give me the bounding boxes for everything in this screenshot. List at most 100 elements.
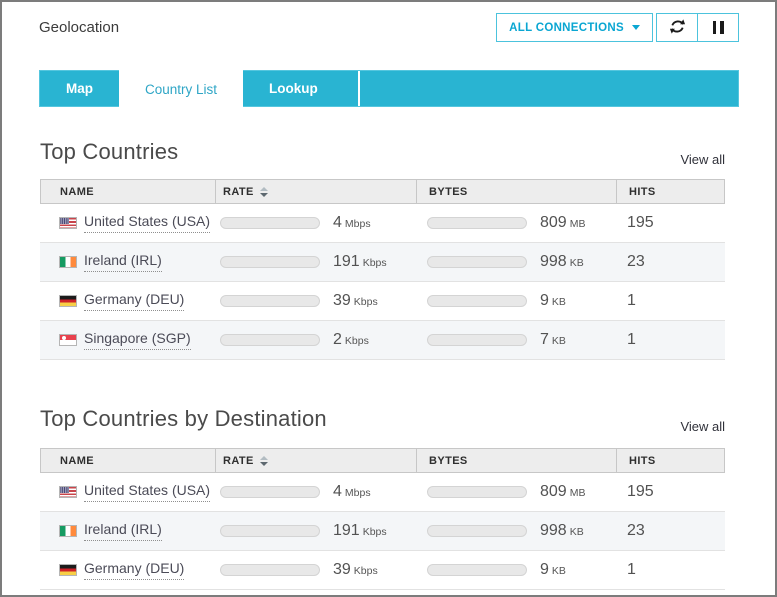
bytes-cell: 809 MB xyxy=(415,214,615,232)
country-link[interactable]: Germany (DEU) xyxy=(84,560,185,580)
hits-cell: 1 xyxy=(627,292,636,309)
rate-cell: 191 Kbps xyxy=(214,522,415,540)
bytes-value: 9 KB xyxy=(540,292,566,309)
table-header-row: NAME RATE BYTES HITS xyxy=(40,448,725,473)
table-row: United States (USA) 4 Mbps 809 MB 195 xyxy=(40,204,725,243)
rate-bar-track xyxy=(220,295,320,307)
all-connections-label: ALL CONNECTIONS xyxy=(509,21,624,34)
rate-bar-track xyxy=(220,334,320,346)
countries-table: NAME RATE BYTES HITS United States (USA)… xyxy=(40,179,725,360)
all-connections-dropdown[interactable]: ALL CONNECTIONS xyxy=(496,13,653,42)
rate-cell: 39 Kbps xyxy=(214,561,415,579)
column-header-rate[interactable]: RATE xyxy=(215,180,416,203)
rate-bar-track xyxy=(220,217,320,229)
table-row: Germany (DEU) 39 Kbps 9 KB 1 xyxy=(40,282,725,321)
tab-lookup[interactable]: Lookup xyxy=(269,81,318,96)
tab-spacer xyxy=(344,71,358,106)
top-bar: Geolocation xyxy=(2,2,775,36)
toolbar-button-group xyxy=(656,13,739,42)
hits-cell: 195 xyxy=(627,214,654,231)
table-row: United States (USA) 4 Mbps 809 MB 195 xyxy=(40,473,725,512)
country-flag-icon xyxy=(59,486,77,498)
bytes-cell: 9 KB xyxy=(415,292,615,310)
country-flag-icon xyxy=(59,564,77,576)
bytes-bar-track xyxy=(427,217,527,229)
country-link[interactable]: United States (USA) xyxy=(84,213,211,233)
rate-cell: 2 Kbps xyxy=(214,331,415,349)
column-header-hits: HITS xyxy=(616,449,724,472)
bytes-cell: 809 MB xyxy=(415,483,615,501)
table-row: Germany (DEU) 39 Kbps 9 KB 1 xyxy=(40,551,725,590)
rate-bar-track xyxy=(220,486,320,498)
table-row: Ireland (IRL) 191 Kbps 998 KB 23 xyxy=(40,512,725,551)
country-link[interactable]: Ireland (IRL) xyxy=(84,521,162,541)
bytes-cell: 7 KB xyxy=(415,331,615,349)
rate-value: 4 Mbps xyxy=(333,214,371,231)
toolbar-controls: ALL CONNECTIONS xyxy=(496,13,739,42)
section-header: Top Countries by Destination View all xyxy=(40,404,725,434)
bytes-value: 998 KB xyxy=(540,253,584,270)
bytes-cell: 998 KB xyxy=(415,522,615,540)
country-flag-icon xyxy=(59,256,77,268)
rate-bar-track xyxy=(220,525,320,537)
bytes-value: 809 MB xyxy=(540,483,586,500)
pause-button[interactable] xyxy=(697,13,739,42)
hits-cell: 1 xyxy=(627,561,636,578)
bytes-value: 7 KB xyxy=(540,331,566,348)
country-cell: Germany (DEU) xyxy=(40,560,214,580)
column-header-rate[interactable]: RATE xyxy=(215,449,416,472)
hits-cell: 195 xyxy=(627,483,654,500)
country-flag-icon xyxy=(59,217,77,229)
rate-value: 191 Kbps xyxy=(333,522,387,539)
pause-icon xyxy=(712,21,724,34)
country-cell: Germany (DEU) xyxy=(40,291,214,311)
column-header-bytes: BYTES xyxy=(416,180,616,203)
bytes-bar-track xyxy=(427,295,527,307)
country-cell: United States (USA) xyxy=(40,482,214,502)
section-title: Top Countries xyxy=(40,139,179,164)
rate-bar-track xyxy=(220,564,320,576)
table-body: United States (USA) 4 Mbps 809 MB 195 Irel… xyxy=(40,204,725,360)
country-flag-icon xyxy=(59,525,77,537)
hits-cell: 23 xyxy=(627,253,645,270)
tab-bar: Map Country List Lookup xyxy=(39,70,739,107)
country-link[interactable]: United States (USA) xyxy=(84,482,211,502)
bytes-bar-track xyxy=(427,334,527,346)
view-all-link[interactable]: View all xyxy=(680,152,725,167)
hits-cell: 1 xyxy=(627,331,636,348)
bytes-bar-track xyxy=(427,525,527,537)
table-section: Top Countries by Destination View all NA… xyxy=(40,404,725,590)
bytes-cell: 9 KB xyxy=(415,561,615,579)
country-cell: Singapore (SGP) xyxy=(40,330,214,350)
rate-value: 4 Mbps xyxy=(333,483,371,500)
bytes-value: 9 KB xyxy=(540,561,566,578)
sort-icon[interactable] xyxy=(259,186,268,197)
rate-cell: 191 Kbps xyxy=(214,253,415,271)
rate-cell: 39 Kbps xyxy=(214,292,415,310)
rate-cell: 4 Mbps xyxy=(214,483,415,501)
refresh-button[interactable] xyxy=(656,13,698,42)
rate-bar-track xyxy=(220,256,320,268)
country-link[interactable]: Singapore (SGP) xyxy=(84,330,191,350)
sort-icon[interactable] xyxy=(259,455,268,466)
column-header-bytes: BYTES xyxy=(416,449,616,472)
bytes-bar-track xyxy=(427,486,527,498)
bytes-cell: 998 KB xyxy=(415,253,615,271)
bytes-value: 809 MB xyxy=(540,214,586,231)
tab-map[interactable]: Map xyxy=(66,81,93,96)
content-area: Top Countries View all NAME RATE BYTES H… xyxy=(2,137,775,590)
country-flag-icon xyxy=(59,334,77,346)
column-header-hits: HITS xyxy=(616,180,724,203)
hits-cell: 23 xyxy=(627,522,645,539)
tab-country-list[interactable]: Country List xyxy=(119,70,244,107)
bytes-bar-track xyxy=(427,256,527,268)
country-link[interactable]: Germany (DEU) xyxy=(84,291,185,311)
rate-value: 39 Kbps xyxy=(333,561,378,578)
country-cell: United States (USA) xyxy=(40,213,214,233)
view-all-link[interactable]: View all xyxy=(680,419,725,434)
country-link[interactable]: Ireland (IRL) xyxy=(84,252,162,272)
countries-table: NAME RATE BYTES HITS United States (USA)… xyxy=(40,448,725,590)
page-title: Geolocation xyxy=(39,19,120,36)
refresh-icon xyxy=(669,18,686,38)
